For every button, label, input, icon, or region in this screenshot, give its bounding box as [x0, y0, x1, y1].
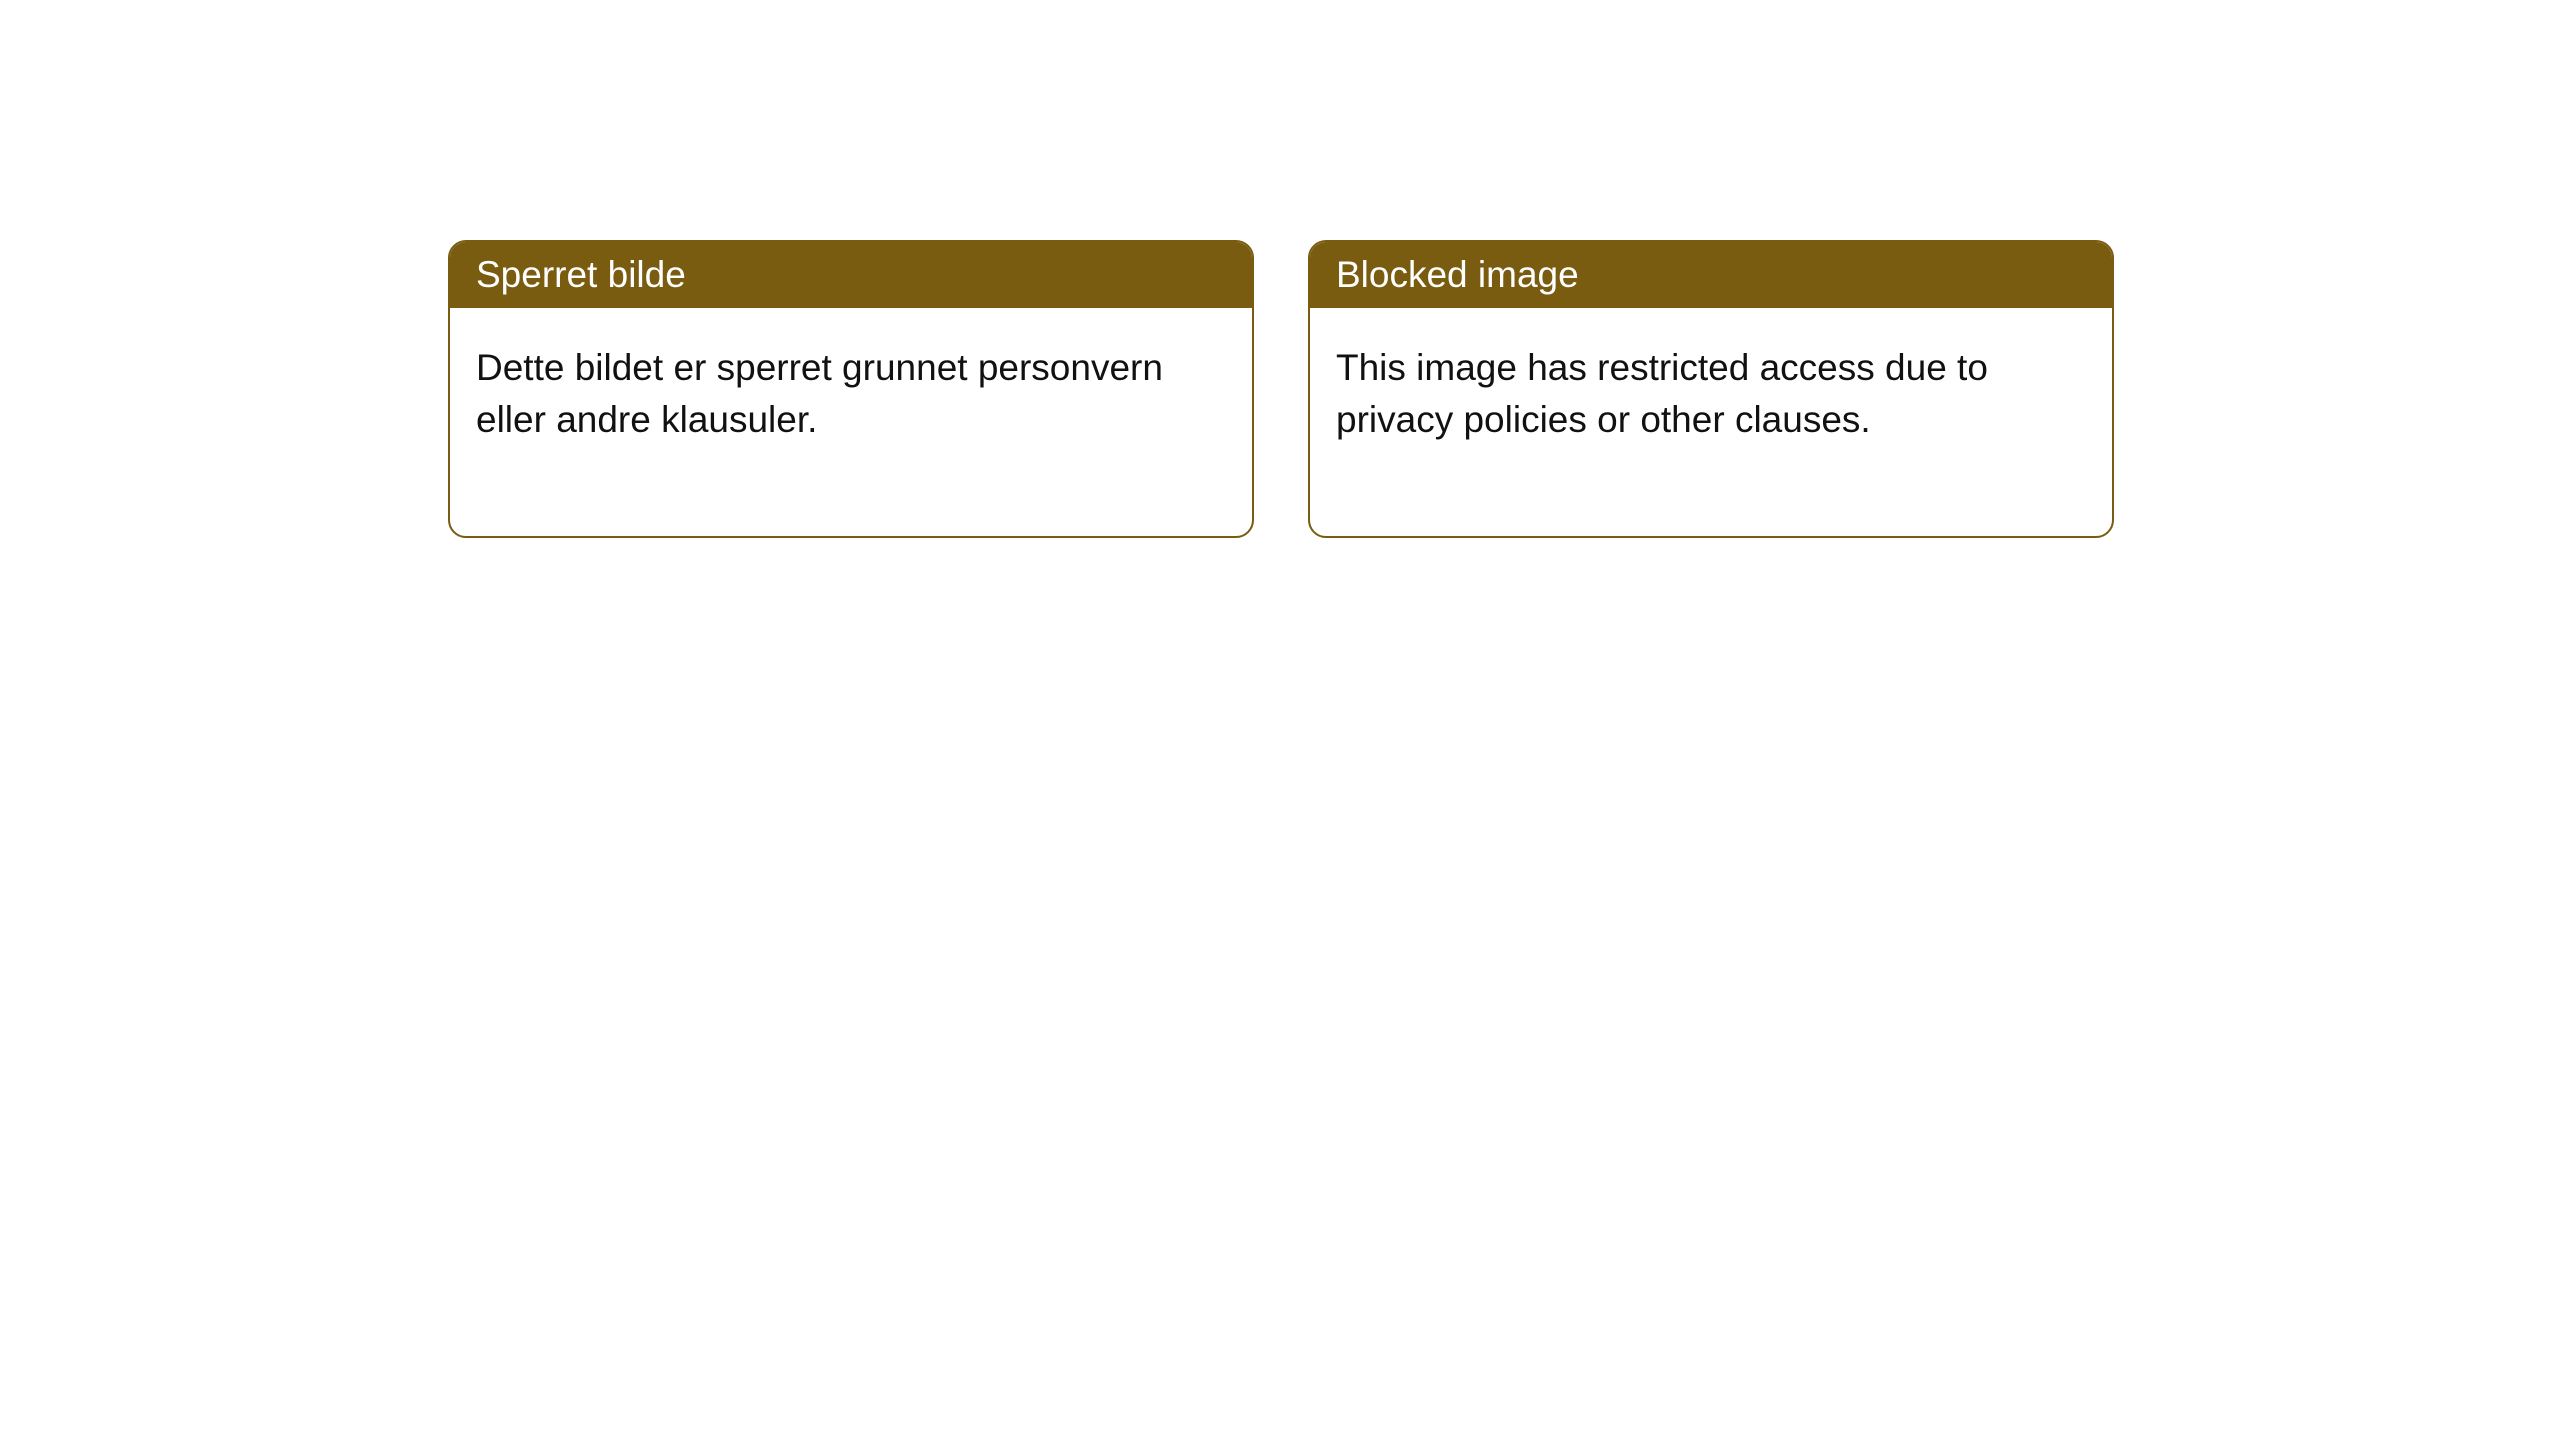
notice-card-norwegian: Sperret bilde Dette bildet er sperret gr…	[448, 240, 1254, 538]
notice-card-english: Blocked image This image has restricted …	[1308, 240, 2114, 538]
notice-container: Sperret bilde Dette bildet er sperret gr…	[0, 0, 2560, 538]
notice-title-english: Blocked image	[1310, 242, 2112, 308]
notice-title-norwegian: Sperret bilde	[450, 242, 1252, 308]
notice-body-english: This image has restricted access due to …	[1310, 308, 2112, 536]
notice-body-norwegian: Dette bildet er sperret grunnet personve…	[450, 308, 1252, 536]
